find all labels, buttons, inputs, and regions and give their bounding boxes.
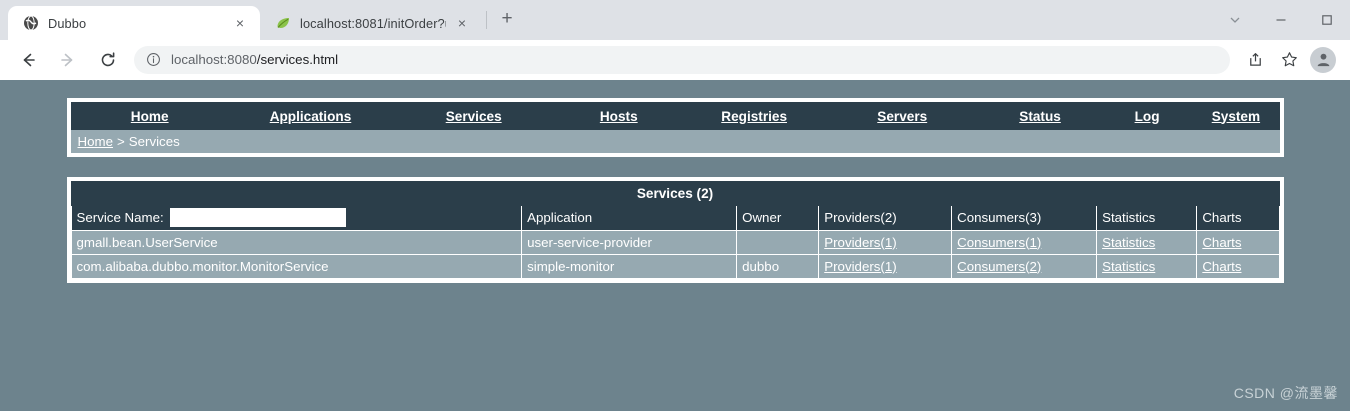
page-viewport: Home Applications Services Hosts Registr… bbox=[0, 80, 1350, 411]
column-header-providers: Providers(2) bbox=[818, 206, 953, 231]
breadcrumb-home-link[interactable]: Home bbox=[77, 134, 113, 149]
close-icon[interactable]: × bbox=[235, 15, 245, 31]
cell-service-name: com.alibaba.dubbo.monitor.MonitorService bbox=[70, 253, 523, 279]
url-text: localhost:8080/services.html bbox=[171, 52, 338, 67]
cell-consumers: Consumers(2) bbox=[951, 253, 1098, 279]
column-header-owner: Owner bbox=[736, 206, 820, 231]
column-header-application: Application bbox=[521, 206, 738, 231]
address-bar[interactable]: localhost:8080/services.html bbox=[134, 45, 1230, 74]
tab-divider bbox=[486, 11, 487, 29]
services-panel: Services (2) Service Name: bbox=[66, 177, 1284, 283]
cell-statistics: Statistics bbox=[1096, 253, 1198, 279]
statistics-link[interactable]: Statistics bbox=[1102, 258, 1156, 274]
browser-tab-dubbo[interactable]: Dubbo × bbox=[8, 6, 260, 40]
spring-leaf-icon bbox=[274, 15, 291, 32]
cell-charts: Charts bbox=[1196, 229, 1280, 255]
cell-owner bbox=[736, 229, 820, 255]
breadcrumb-current: Services bbox=[128, 134, 180, 149]
nav-slot-home: Home bbox=[71, 109, 229, 124]
service-name-label: Service Name: bbox=[76, 210, 164, 226]
nav-panel: Home Applications Services Hosts Registr… bbox=[66, 98, 1284, 157]
sidebar-item-registries[interactable]: Registries bbox=[721, 108, 788, 124]
consumers-link[interactable]: Consumers(1) bbox=[957, 234, 1042, 250]
sidebar-item-system[interactable]: System bbox=[1211, 108, 1261, 124]
table-header-row: Service Name: Application Owner Provider… bbox=[70, 206, 1280, 231]
nav-slot-hosts: Hosts bbox=[555, 109, 682, 124]
reload-icon[interactable] bbox=[92, 44, 124, 76]
forward-arrow-icon bbox=[52, 44, 84, 76]
cell-service-name: gmall.bean.UserService bbox=[70, 229, 523, 255]
maximize-icon[interactable] bbox=[1304, 4, 1350, 36]
back-arrow-icon[interactable] bbox=[12, 44, 44, 76]
providers-link[interactable]: Providers(1) bbox=[824, 258, 897, 274]
sidebar-item-servers[interactable]: Servers bbox=[877, 108, 928, 124]
new-tab-button[interactable]: + bbox=[501, 7, 513, 29]
column-header-statistics: Statistics bbox=[1096, 206, 1198, 231]
cell-owner: dubbo bbox=[736, 253, 820, 279]
charts-link[interactable]: Charts bbox=[1202, 234, 1242, 250]
sidebar-item-applications[interactable]: Applications bbox=[269, 108, 352, 124]
service-name-filter-cell: Service Name: bbox=[70, 206, 523, 231]
sidebar-item-status[interactable]: Status bbox=[1019, 108, 1061, 124]
nav-slot-applications: Applications bbox=[229, 109, 392, 124]
cell-application: user-service-provider bbox=[521, 229, 738, 255]
browser-tab-initorder[interactable]: localhost:8081/initOrder?uid= × bbox=[260, 6, 482, 40]
services-table: Service Name: Application Owner Provider… bbox=[70, 206, 1280, 279]
toolbar-actions bbox=[1238, 45, 1342, 75]
cell-application: simple-monitor bbox=[521, 253, 738, 279]
column-header-consumers: Consumers(3) bbox=[951, 206, 1098, 231]
cell-statistics: Statistics bbox=[1096, 229, 1198, 255]
breadcrumb-separator: > bbox=[116, 134, 125, 149]
dubbo-globe-icon bbox=[22, 15, 39, 32]
minimize-icon[interactable] bbox=[1258, 4, 1304, 36]
page-title: Services (2) bbox=[70, 181, 1280, 206]
watermark: CSDN @流墨馨 bbox=[1233, 385, 1338, 401]
url-path: /services.html bbox=[256, 52, 339, 67]
table-row: com.alibaba.dubbo.monitor.MonitorService… bbox=[70, 253, 1280, 279]
cell-providers: Providers(1) bbox=[818, 253, 953, 279]
sidebar-item-services[interactable]: Services bbox=[445, 108, 502, 124]
sidebar-item-hosts[interactable]: Hosts bbox=[599, 108, 638, 124]
cell-providers: Providers(1) bbox=[818, 229, 953, 255]
main-nav: Home Applications Services Hosts Registr… bbox=[70, 102, 1280, 130]
url-host: localhost:8080 bbox=[171, 52, 257, 67]
nav-slot-status: Status bbox=[978, 109, 1101, 124]
tab-title: Dubbo bbox=[48, 15, 87, 31]
window-controls bbox=[1212, 0, 1350, 40]
star-icon[interactable] bbox=[1274, 45, 1304, 75]
sidebar-item-home[interactable]: Home bbox=[130, 108, 169, 124]
nav-slot-servers: Servers bbox=[826, 109, 978, 124]
table-row: gmall.bean.UserService user-service-prov… bbox=[70, 229, 1280, 255]
cell-consumers: Consumers(1) bbox=[951, 229, 1098, 255]
tab-strip: Dubbo × localhost:8081/initOrder?uid= × … bbox=[0, 0, 1350, 40]
charts-link[interactable]: Charts bbox=[1202, 258, 1242, 274]
nav-slot-registries: Registries bbox=[682, 109, 826, 124]
close-icon[interactable]: × bbox=[457, 15, 467, 31]
share-icon[interactable] bbox=[1240, 45, 1270, 75]
nav-slot-services: Services bbox=[392, 109, 555, 124]
statistics-link[interactable]: Statistics bbox=[1102, 234, 1156, 250]
consumers-link[interactable]: Consumers(2) bbox=[957, 258, 1042, 274]
column-header-charts: Charts bbox=[1196, 206, 1280, 231]
info-circle-icon[interactable] bbox=[146, 52, 161, 67]
browser-toolbar: localhost:8080/services.html bbox=[0, 40, 1350, 80]
search-input[interactable] bbox=[169, 208, 346, 228]
tab-title: localhost:8081/initOrder?uid= bbox=[300, 15, 446, 31]
avatar-icon[interactable] bbox=[1310, 46, 1336, 73]
breadcrumb: Home > Services bbox=[70, 130, 1280, 153]
nav-slot-system: System bbox=[1192, 109, 1279, 124]
providers-link[interactable]: Providers(1) bbox=[824, 234, 897, 250]
cell-charts: Charts bbox=[1196, 253, 1280, 279]
nav-slot-log: Log bbox=[1102, 109, 1193, 124]
chevron-down-icon[interactable] bbox=[1212, 4, 1258, 36]
sidebar-item-log[interactable]: Log bbox=[1134, 108, 1160, 124]
